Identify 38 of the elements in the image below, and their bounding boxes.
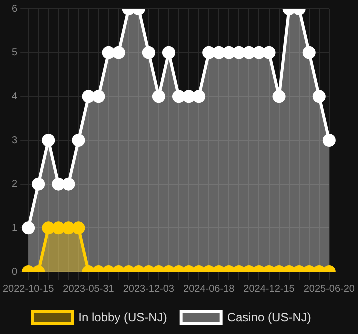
- y-tick-label: 0: [12, 266, 18, 278]
- point: [152, 90, 166, 104]
- point: [252, 46, 266, 60]
- point: [112, 46, 126, 60]
- y-tick-label: 2: [12, 179, 18, 190]
- x-tick-label: 2022-10-15: [3, 284, 55, 295]
- point: [162, 46, 176, 60]
- point: [242, 46, 256, 60]
- point: [182, 90, 196, 104]
- point: [142, 46, 156, 60]
- point: [172, 90, 186, 104]
- legend-label: In lobby (US-NJ): [78, 310, 168, 324]
- y-tick-label: 6: [12, 4, 18, 15]
- x-tick-label: 2023-12-03: [123, 284, 175, 295]
- y-tick-label: 4: [12, 91, 18, 102]
- point: [102, 46, 116, 60]
- point: [232, 46, 246, 60]
- point: [312, 90, 326, 104]
- point: [202, 46, 216, 60]
- point: [82, 90, 96, 104]
- point: [192, 90, 206, 104]
- legend-label: Casino (US-NJ): [227, 310, 312, 324]
- point: [92, 90, 106, 104]
- x-tick-label: 2024-12-15: [244, 284, 296, 295]
- point: [272, 90, 286, 104]
- x-tick-label: 2023-05-31: [63, 284, 115, 295]
- x-tick-label: 2025-06-20: [304, 284, 356, 295]
- point: [212, 46, 226, 60]
- point: [222, 46, 236, 60]
- y-tick-label: 1: [12, 222, 18, 234]
- point: [322, 134, 336, 147]
- point: [302, 46, 316, 60]
- y-tick-label: 5: [12, 48, 18, 59]
- x-tick-label: 2024-06-18: [184, 284, 236, 295]
- point: [262, 46, 276, 60]
- y-tick-label: 3: [12, 135, 18, 146]
- point: [42, 134, 56, 147]
- point: [72, 134, 86, 147]
